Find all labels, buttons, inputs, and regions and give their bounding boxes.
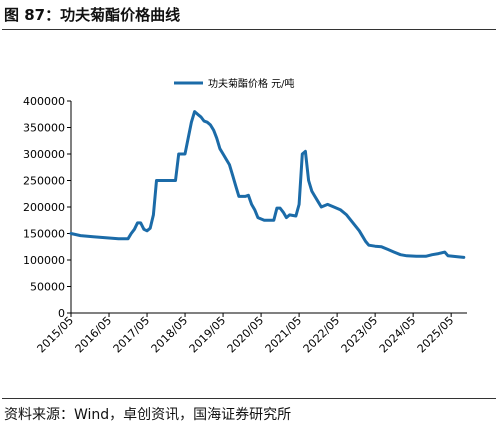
x-tick-label: 2019/05 xyxy=(187,314,229,356)
x-tick-label: 2021/05 xyxy=(263,314,305,356)
series-line-price xyxy=(69,110,466,259)
y-tick-label: 200000 xyxy=(23,201,65,214)
x-tick-label: 2023/05 xyxy=(339,314,381,356)
source-rule xyxy=(2,398,496,399)
chart-axes xyxy=(70,101,467,314)
x-axis-ticks: 2015/052016/052017/052018/052019/052020/… xyxy=(35,313,457,356)
y-tick-label: 300000 xyxy=(23,148,65,161)
x-tick-label: 2020/05 xyxy=(225,314,267,356)
figure-title: 图 87：功夫菊酯价格曲线 xyxy=(4,6,181,24)
x-tick-label: 2016/05 xyxy=(73,314,115,356)
legend-label: 功夫菊酯价格 元/吨 xyxy=(208,77,295,90)
y-tick-label: 400000 xyxy=(23,95,65,108)
x-tick-label: 2022/05 xyxy=(301,314,343,356)
y-tick-label: 150000 xyxy=(23,228,65,241)
y-axis-ticks: 0 50000 100000 150000 200000 250000 300000 3500… xyxy=(23,95,71,320)
y-tick-label: 0 xyxy=(58,307,65,320)
y-tick-label: 350000 xyxy=(23,122,65,135)
y-tick-label: 50000 xyxy=(30,281,65,294)
x-tick-label: 2017/05 xyxy=(111,314,153,356)
source-note: 资料来源：Wind，卓创资讯，国海证券研究所 xyxy=(4,407,292,423)
x-tick-label: 2024/05 xyxy=(377,314,419,356)
title-rule xyxy=(2,29,496,30)
y-tick-label: 250000 xyxy=(23,175,65,188)
x-tick-label: 2015/05 xyxy=(35,314,77,356)
y-tick-label: 100000 xyxy=(23,254,65,267)
x-tick-label: 2018/05 xyxy=(149,314,191,356)
x-tick-label: 2025/05 xyxy=(415,314,457,356)
chart-legend: 功夫菊酯价格 元/吨 xyxy=(174,77,295,90)
price-line-chart: 功夫菊酯价格 元/吨 2015/052016/052017/052018/052… xyxy=(23,77,467,356)
